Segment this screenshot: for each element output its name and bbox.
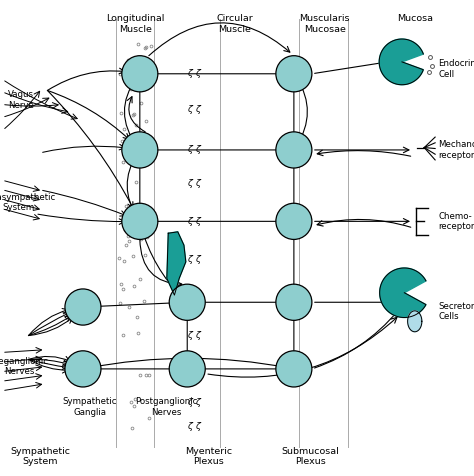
Text: $\zeta$: $\zeta$ (187, 419, 195, 433)
Text: $\zeta$: $\zeta$ (187, 362, 195, 376)
Text: $\zeta$: $\zeta$ (187, 296, 195, 309)
Text: Sympathetic
Ganglia: Sympathetic Ganglia (63, 397, 117, 416)
Polygon shape (408, 311, 422, 332)
Text: $\zeta$: $\zeta$ (187, 253, 195, 266)
Text: Chemo-
receptors: Chemo- receptors (438, 212, 474, 231)
Circle shape (276, 284, 312, 320)
Text: Secretory
Cells: Secretory Cells (438, 302, 474, 321)
Circle shape (169, 284, 205, 320)
Circle shape (276, 56, 312, 92)
Text: Parasympathetic
System: Parasympathetic System (0, 193, 55, 212)
Circle shape (169, 351, 205, 387)
Text: $\zeta$: $\zeta$ (195, 253, 203, 266)
Text: $\zeta$: $\zeta$ (195, 143, 203, 157)
Text: Endocrine
Cell: Endocrine Cell (438, 60, 474, 79)
Text: $\zeta$: $\zeta$ (187, 215, 195, 228)
Text: $\zeta$: $\zeta$ (187, 396, 195, 409)
Text: Vagus
Nerve: Vagus Nerve (9, 90, 34, 109)
Text: $\zeta$: $\zeta$ (195, 103, 203, 116)
Text: Preganglionic
Nerves: Preganglionic Nerves (0, 357, 48, 376)
Text: $\zeta$: $\zeta$ (195, 215, 203, 228)
Text: Submucosal
Plexus: Submucosal Plexus (282, 447, 339, 466)
Text: Postganglionic
Nerves: Postganglionic Nerves (135, 397, 197, 416)
Polygon shape (380, 268, 426, 317)
Text: $\zeta$: $\zeta$ (187, 103, 195, 116)
Text: Circular
Muscle: Circular Muscle (216, 14, 253, 34)
Text: $\zeta$: $\zeta$ (187, 329, 195, 342)
Polygon shape (167, 232, 186, 295)
Text: $\zeta$: $\zeta$ (187, 143, 195, 157)
Text: $\zeta$: $\zeta$ (195, 67, 203, 80)
Text: Sympathetic
System: Sympathetic System (10, 447, 70, 466)
Text: $\zeta$: $\zeta$ (195, 419, 203, 433)
Text: Longitudinal
Muscle: Longitudinal Muscle (106, 14, 164, 34)
Circle shape (122, 56, 158, 92)
Circle shape (276, 132, 312, 168)
Text: Mucosa: Mucosa (397, 14, 433, 23)
Circle shape (65, 351, 101, 387)
Text: $\zeta$: $\zeta$ (195, 177, 203, 190)
Text: Mechano-
receptors: Mechano- receptors (438, 140, 474, 159)
Text: $\zeta$: $\zeta$ (195, 362, 203, 376)
Text: $\zeta$: $\zeta$ (195, 329, 203, 342)
Circle shape (122, 132, 158, 168)
Text: $\zeta$: $\zeta$ (195, 296, 203, 309)
Text: Myenteric
Plexus: Myenteric Plexus (185, 447, 232, 466)
Text: Muscularis
Mucosae: Muscularis Mucosae (300, 14, 350, 34)
Circle shape (276, 203, 312, 239)
Circle shape (65, 289, 101, 325)
Text: $\zeta$: $\zeta$ (187, 67, 195, 80)
Circle shape (122, 203, 158, 239)
Circle shape (276, 351, 312, 387)
Text: $\zeta$: $\zeta$ (195, 396, 203, 409)
Polygon shape (379, 39, 423, 85)
Text: $\zeta$: $\zeta$ (187, 177, 195, 190)
